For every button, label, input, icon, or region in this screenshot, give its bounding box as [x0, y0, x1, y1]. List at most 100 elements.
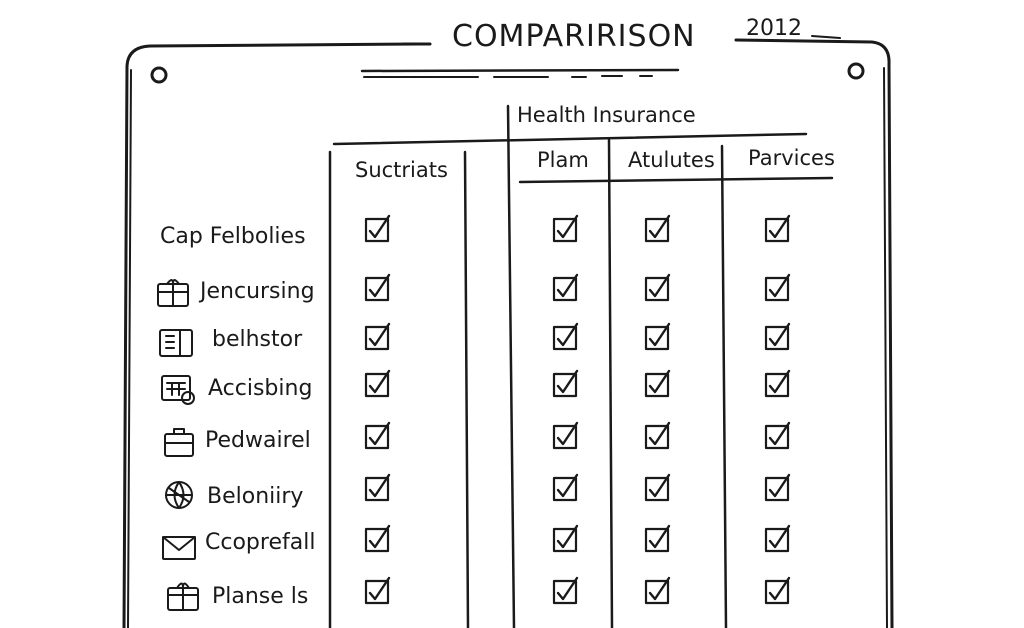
- checkbox-r5-c2: [552, 421, 579, 450]
- checkmark-icon: [768, 524, 791, 549]
- frame-left-edge: [122, 42, 420, 628]
- checkmark-icon: [556, 214, 579, 239]
- frame-left-inner-edge: [127, 69, 132, 628]
- checkbox-r1-c3: [644, 214, 671, 243]
- title-underline: [360, 68, 680, 73]
- checkmark-icon: [368, 273, 391, 298]
- row-label-pedwairel: Pedwairel: [205, 428, 311, 453]
- title-dash-right: [811, 35, 841, 39]
- calculator-icon: [161, 375, 195, 405]
- checkbox-r8-c3: [644, 576, 671, 605]
- frame-right-inner-edge: [883, 67, 888, 628]
- checkmark-icon: [556, 473, 579, 498]
- checkmark-icon: [368, 214, 391, 239]
- row-label-jencursing: Jencursing: [200, 279, 315, 304]
- checkbox-r1-c1: [364, 214, 391, 243]
- checkmark-icon: [768, 369, 791, 394]
- checkbox-r4-c4: [764, 369, 791, 398]
- checkmark-icon: [368, 473, 391, 498]
- checkbox-r5-c3: [644, 421, 671, 450]
- checkbox-r6-c3: [644, 473, 671, 502]
- row-label-belhstor: belhstor: [212, 327, 303, 352]
- year-label: 2012: [746, 16, 802, 41]
- checkmark-icon: [648, 214, 671, 239]
- checkmark-icon: [648, 524, 671, 549]
- checkbox-r5-c1: [364, 421, 391, 450]
- column-header-plam: Plam: [537, 148, 589, 172]
- checkmark-icon: [768, 322, 791, 347]
- checkmark-icon: [768, 273, 791, 298]
- subheader-rule: [518, 176, 834, 184]
- checkbox-r6-c4: [764, 473, 791, 502]
- checkbox-r4-c1: [364, 369, 391, 398]
- checkbox-r8-c4: [764, 576, 791, 605]
- frame-right-edge: [734, 38, 894, 628]
- checkbox-r1-c2: [552, 214, 579, 243]
- column-header-parvices: Parvices: [748, 146, 835, 170]
- row-label-cap-felbolies: Cap Felbolies: [160, 224, 306, 249]
- checkmark-icon: [556, 322, 579, 347]
- checkmark-icon: [768, 214, 791, 239]
- checkbox-r4-c2: [552, 369, 579, 398]
- checkmark-icon: [648, 369, 671, 394]
- checkmark-icon: [556, 524, 579, 549]
- hole-punch-left: [150, 66, 168, 84]
- column-divider-5: [720, 144, 728, 628]
- group-header-health-insurance: Health Insurance: [517, 103, 696, 127]
- checkbox-r6-c2: [552, 473, 579, 502]
- checkmark-icon: [648, 576, 671, 601]
- globe-icon: [165, 481, 193, 509]
- checkmark-icon: [556, 273, 579, 298]
- checkbox-r7-c1: [364, 524, 391, 553]
- column-header-suctriats: Suctriats: [355, 158, 448, 182]
- checkbox-r4-c3: [644, 369, 671, 398]
- checkmark-icon: [648, 273, 671, 298]
- checkmark-icon: [368, 369, 391, 394]
- column-divider-3: [506, 104, 516, 628]
- checkmark-icon: [368, 524, 391, 549]
- checkmark-icon: [648, 421, 671, 446]
- checkbox-r2-c3: [644, 273, 671, 302]
- checkmark-icon: [648, 322, 671, 347]
- title-underline-dashes: [363, 75, 653, 78]
- checkbox-r3-c4: [764, 322, 791, 351]
- checkbox-r8-c2: [552, 576, 579, 605]
- checkmark-icon: [768, 576, 791, 601]
- document-icon: [159, 329, 193, 357]
- checkbox-r3-c3: [644, 322, 671, 351]
- checkbox-grid: [364, 214, 791, 605]
- checkmark-icon: [368, 322, 391, 347]
- column-header-atulutes: Atulutes: [628, 148, 715, 172]
- checkbox-r6-c1: [364, 473, 391, 502]
- checkbox-r5-c4: [764, 421, 791, 450]
- checkmark-icon: [556, 421, 579, 446]
- checkmark-icon: [556, 369, 579, 394]
- checkmark-icon: [368, 421, 391, 446]
- gift-icon: [167, 582, 199, 611]
- checkbox-r3-c2: [552, 322, 579, 351]
- hole-punch-right: [847, 62, 865, 80]
- gift-box-icon: [157, 279, 189, 307]
- header-rule: [332, 132, 808, 146]
- checkmark-icon: [768, 473, 791, 498]
- checkbox-r1-c4: [764, 214, 791, 243]
- checkmark-icon: [648, 473, 671, 498]
- checkbox-r2-c4: [764, 273, 791, 302]
- checkbox-r7-c2: [552, 524, 579, 553]
- checkbox-r7-c4: [764, 524, 791, 553]
- checkmark-icon: [768, 421, 791, 446]
- briefcase-icon: [164, 428, 194, 457]
- checkmark-icon: [368, 576, 391, 601]
- checkbox-r2-c2: [552, 273, 579, 302]
- row-label-beloniiry: Beloniiry: [207, 484, 304, 509]
- envelope-icon: [162, 536, 196, 560]
- row-label-ccoprefall: Ccoprefall: [205, 530, 316, 555]
- checkmark-icon: [556, 576, 579, 601]
- row-label-planse-ls: Planse ls: [212, 584, 309, 609]
- page-title: COMPARIRISON: [452, 19, 696, 54]
- checkbox-r8-c1: [364, 576, 391, 605]
- column-divider-2: [463, 150, 470, 628]
- checkbox-r2-c1: [364, 273, 391, 302]
- checkbox-r3-c1: [364, 322, 391, 351]
